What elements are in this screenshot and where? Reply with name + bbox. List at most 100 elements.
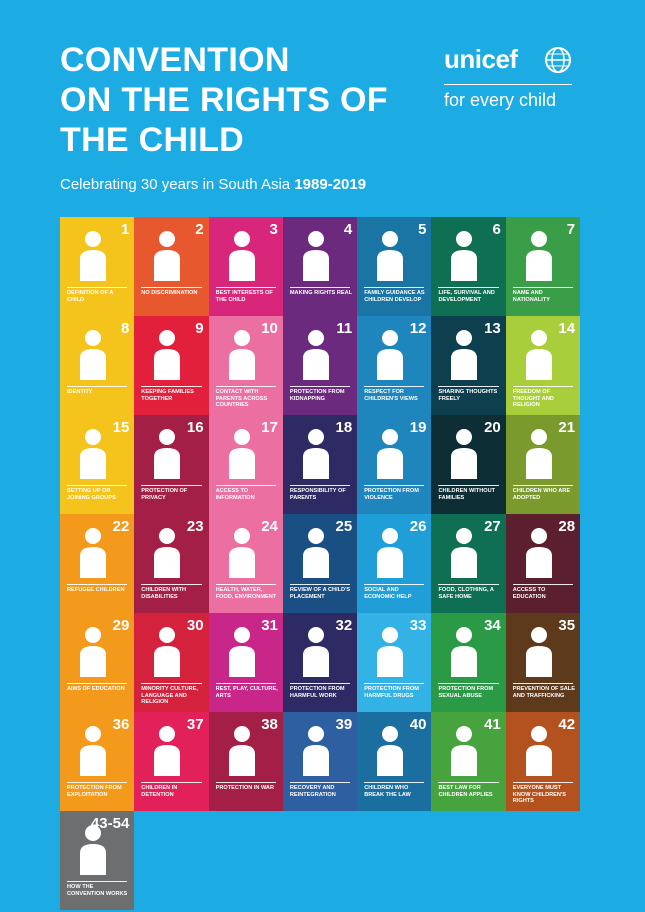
- graduate-icon: [525, 528, 552, 578]
- right-tile: 22 Refugee children: [60, 514, 135, 613]
- tile-divider: [67, 782, 128, 783]
- price-tag-icon: [525, 627, 552, 677]
- tile-divider: [141, 386, 202, 387]
- subtitle-text: Celebrating 30 years in South Asia: [60, 176, 291, 193]
- right-number: 43-54: [90, 815, 130, 832]
- bars-icon: [154, 726, 181, 776]
- tile-divider: [289, 485, 351, 486]
- shield-icon: [80, 726, 106, 776]
- right-number: 1: [120, 221, 130, 238]
- book-icon: [80, 825, 106, 875]
- right-tile: 25 Review of a child's placement: [282, 514, 358, 613]
- right-tile: 28 Access to education: [505, 514, 581, 613]
- tile-divider: [67, 881, 128, 882]
- right-label: Rest, play, culture, arts: [215, 686, 278, 699]
- right-tile: 2 No discrimination: [134, 217, 209, 316]
- right-label: Contact with parents across countries: [215, 389, 268, 409]
- thought-icon: [80, 627, 106, 677]
- id-card-icon: [80, 330, 106, 380]
- right-tile: 39 Recovery and reintegration: [282, 712, 358, 811]
- right-label: Aims of education: [67, 686, 125, 692]
- right-tile: 23 Children with disabilities: [134, 514, 209, 613]
- right-tile: 11 Protection from kidnapping: [282, 316, 358, 415]
- tile-divider: [438, 584, 499, 585]
- tile-divider: [512, 386, 574, 387]
- running-child-icon: [80, 528, 106, 578]
- right-number: 12: [409, 320, 427, 337]
- right-number: 23: [186, 518, 204, 535]
- subtitle: Celebrating 30 years in South Asia 1989-…: [60, 176, 366, 193]
- right-number: 10: [261, 320, 278, 337]
- right-number: 3: [269, 221, 278, 238]
- right-number: 28: [558, 518, 576, 535]
- right-label: Definition of a child: [67, 290, 114, 303]
- lone-child-icon: [451, 429, 478, 479]
- right-tile: 33 Protection from harmful drugs: [357, 613, 432, 712]
- right-label: Best law for children applies: [438, 785, 493, 798]
- title-line-3: THE CHILD: [60, 121, 245, 159]
- right-label: Minority culture, language and religion: [141, 686, 198, 706]
- right-tile: 9 Keeping families together: [134, 316, 209, 415]
- right-number: 14: [558, 320, 576, 337]
- tile-divider: [512, 485, 574, 486]
- right-tile: 1 Definition of a child: [60, 217, 135, 316]
- right-number: 5: [418, 221, 427, 238]
- right-number: 2: [195, 221, 204, 238]
- right-tile: 15 Setting up or joining groups: [60, 415, 135, 514]
- tile-divider: [438, 287, 499, 288]
- right-number: 17: [261, 419, 278, 436]
- right-number: 27: [484, 518, 501, 535]
- right-label: Setting up or joining groups: [67, 488, 116, 501]
- right-number: 16: [186, 419, 204, 436]
- tile-divider: [512, 683, 574, 684]
- tile-divider: [141, 485, 202, 486]
- right-tile: 6 Life, survival and development: [431, 217, 506, 316]
- right-tile: 38 Protection in war: [208, 712, 283, 811]
- heart-pulse-icon: [451, 231, 478, 281]
- hand-child-icon: [377, 528, 404, 578]
- right-tile: 16 Protection of privacy: [134, 415, 209, 514]
- tile-divider: [215, 287, 276, 288]
- symbols-icon: [525, 330, 552, 380]
- right-tile: 29 Aims of education: [60, 613, 135, 712]
- right-number: 40: [409, 716, 427, 733]
- right-number: 29: [112, 617, 130, 634]
- health-icon: [228, 528, 255, 578]
- rights-grid: 1 Definition of a child 2 No discriminat…: [60, 217, 581, 910]
- podium-icon: [451, 726, 478, 776]
- right-tile: 43-54 How the convention works: [60, 811, 135, 910]
- right-label: Family guidance as children develop: [364, 290, 425, 303]
- right-tile: 18 Responsibility of parents: [282, 415, 358, 514]
- tile-divider: [512, 287, 574, 288]
- two-children-icon: [154, 231, 181, 281]
- right-number: 36: [112, 716, 130, 733]
- logo-word: unicef: [444, 44, 518, 74]
- tile-divider: [438, 683, 499, 684]
- right-tile: 14 Freedom of thought and religion: [505, 316, 581, 415]
- right-label: Access to information: [215, 488, 255, 501]
- tile-divider: [141, 683, 202, 684]
- tile-divider: [67, 287, 128, 288]
- right-tile: 21 Children who are adopted: [505, 415, 581, 514]
- right-label: Food, clothing, a safe home: [438, 587, 494, 600]
- right-tile: 40 Children who break the law: [357, 712, 432, 811]
- title-line-1: CONVENTION: [60, 41, 290, 79]
- tile-divider: [289, 782, 351, 783]
- right-tile: 26 Social and economic help: [357, 514, 432, 613]
- right-label: Protection from exploitation: [67, 785, 122, 798]
- right-tile: 3 Best interests of the child: [208, 217, 283, 316]
- right-tile: 13 Sharing thoughts freely: [431, 316, 506, 415]
- right-label: Children who break the law: [364, 785, 411, 798]
- right-number: 18: [335, 419, 353, 436]
- right-number: 31: [261, 617, 278, 634]
- right-label: Children with disabilities: [141, 587, 187, 600]
- right-number: 30: [186, 617, 204, 634]
- globe-icon: [545, 47, 571, 73]
- right-label: Protection in war: [215, 785, 275, 791]
- right-number: 13: [484, 320, 501, 337]
- right-number: 4: [343, 221, 353, 238]
- right-number: 20: [484, 419, 501, 436]
- tile-divider: [67, 386, 128, 387]
- bandage-icon: [302, 726, 329, 776]
- keyhole-icon: [154, 429, 181, 479]
